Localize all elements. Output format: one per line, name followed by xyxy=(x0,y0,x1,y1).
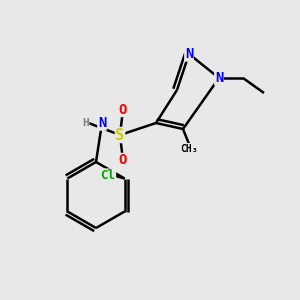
Text: N: N xyxy=(215,71,223,85)
Text: N: N xyxy=(185,47,193,61)
Text: H: H xyxy=(82,118,89,128)
Text: N: N xyxy=(98,116,106,130)
Text: Cl: Cl xyxy=(100,169,116,182)
Text: S: S xyxy=(116,128,124,142)
Text: O: O xyxy=(119,103,127,116)
Text: CH₃: CH₃ xyxy=(180,143,198,154)
Text: O: O xyxy=(119,154,127,167)
